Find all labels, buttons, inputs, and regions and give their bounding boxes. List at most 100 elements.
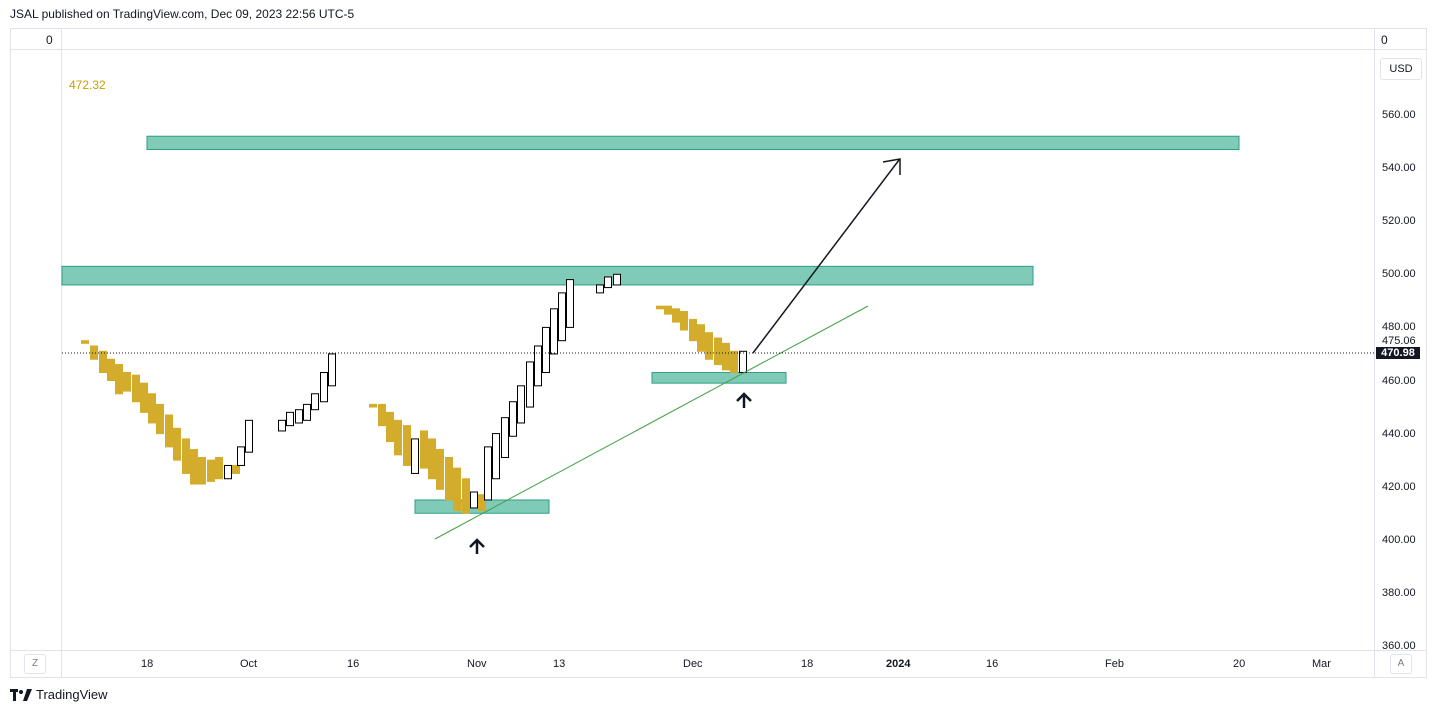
up-candle — [542, 326, 550, 374]
up-candle — [484, 446, 492, 501]
time-label: 16 — [347, 658, 360, 670]
price-zone — [61, 265, 1034, 286]
trend-line — [434, 305, 869, 540]
publish-info: JSAL published on TradingView.com, Dec 0… — [10, 7, 355, 21]
down-candle — [420, 430, 428, 469]
price-label: 500.00 — [1382, 268, 1416, 280]
down-candle — [697, 324, 705, 352]
left-axis-border — [61, 28, 62, 678]
down-candle — [182, 438, 190, 474]
down-candle — [115, 364, 123, 395]
up-candle — [596, 284, 604, 294]
down-candle — [148, 393, 156, 424]
chart-frame — [10, 28, 1427, 678]
down-candle — [190, 449, 198, 485]
down-candle — [215, 456, 223, 480]
down-candle — [394, 419, 402, 456]
projection-arrow — [752, 158, 901, 354]
down-candle — [386, 411, 394, 443]
down-candle — [656, 305, 664, 310]
time-label-year: 2024 — [886, 658, 911, 670]
up-candle — [237, 446, 245, 466]
up-candle — [278, 419, 286, 432]
down-candle — [140, 382, 148, 413]
currency-button[interactable]: USD — [1380, 58, 1422, 80]
brand-name: TradingView — [36, 687, 108, 702]
price-label: 380.00 — [1382, 587, 1416, 599]
down-candle — [173, 427, 181, 461]
price-label: 440.00 — [1382, 428, 1416, 440]
down-candle — [132, 374, 140, 403]
down-candle — [462, 478, 470, 514]
up-candle — [613, 273, 621, 286]
up-candle — [604, 276, 612, 289]
down-candle — [378, 403, 386, 427]
price-label: 400.00 — [1382, 534, 1416, 546]
candles — [81, 273, 747, 514]
time-label: 20 — [1233, 658, 1246, 670]
pane-left-value: 0 — [46, 33, 53, 47]
up-candle — [311, 393, 319, 411]
down-candle — [445, 456, 453, 501]
down-candle — [664, 305, 672, 315]
price-label: 475.06 — [1382, 335, 1416, 347]
time-label: Nov — [467, 658, 487, 670]
price-axis-border — [1374, 28, 1375, 678]
down-candle — [232, 464, 240, 474]
down-candle — [436, 449, 444, 490]
up-candle — [411, 438, 419, 474]
time-label: 13 — [553, 658, 566, 670]
down-candle — [730, 350, 738, 374]
price-label: 460.00 — [1382, 375, 1416, 387]
down-candle — [705, 332, 713, 360]
down-candle — [672, 308, 680, 323]
down-candle — [90, 345, 98, 360]
down-candle — [680, 310, 688, 331]
up-candle — [739, 350, 747, 374]
time-label: Mar — [1312, 658, 1331, 670]
time-label: Dec — [683, 658, 703, 670]
price-label: 560.00 — [1382, 109, 1416, 121]
down-candle — [198, 456, 206, 485]
down-candle — [99, 350, 107, 374]
time-label: 18 — [801, 658, 814, 670]
price-label: 420.00 — [1382, 481, 1416, 493]
up-candle — [492, 433, 500, 480]
down-candle — [689, 318, 697, 342]
up-candle — [550, 308, 558, 355]
tradingview-logo-icon — [10, 688, 32, 701]
time-label: 18 — [141, 658, 154, 670]
up-candle — [470, 491, 478, 509]
time-axis-border — [10, 650, 1427, 651]
up-candle — [328, 353, 336, 387]
down-candle — [714, 337, 722, 366]
log-scale-toggle-button[interactable]: Z — [24, 654, 46, 674]
up-candle — [526, 361, 534, 408]
time-label: 16 — [986, 658, 999, 670]
up-candle — [320, 372, 328, 403]
up-candle — [286, 411, 294, 427]
down-candle — [403, 425, 411, 466]
auto-scale-button[interactable]: A — [1390, 654, 1412, 674]
down-candle — [428, 438, 436, 480]
down-candle — [478, 494, 486, 512]
up-candle — [295, 409, 303, 424]
pane-right-value: 0 — [1381, 33, 1388, 47]
down-candle — [81, 340, 89, 344]
up-candle — [517, 385, 525, 424]
down-candle — [722, 342, 730, 371]
price-label: 480.00 — [1382, 321, 1416, 333]
up-candle — [534, 345, 542, 387]
down-candle — [453, 467, 461, 512]
up-candle — [501, 417, 509, 458]
up-candle — [558, 292, 566, 342]
up-candle — [566, 279, 574, 328]
up-candle — [509, 401, 517, 437]
up-arrow-icon — [736, 392, 752, 408]
down-candle — [156, 403, 164, 435]
footer-brand[interactable]: TradingView — [10, 687, 108, 702]
up-candle — [224, 464, 232, 480]
down-candle — [107, 358, 115, 382]
price-label: 540.00 — [1382, 162, 1416, 174]
